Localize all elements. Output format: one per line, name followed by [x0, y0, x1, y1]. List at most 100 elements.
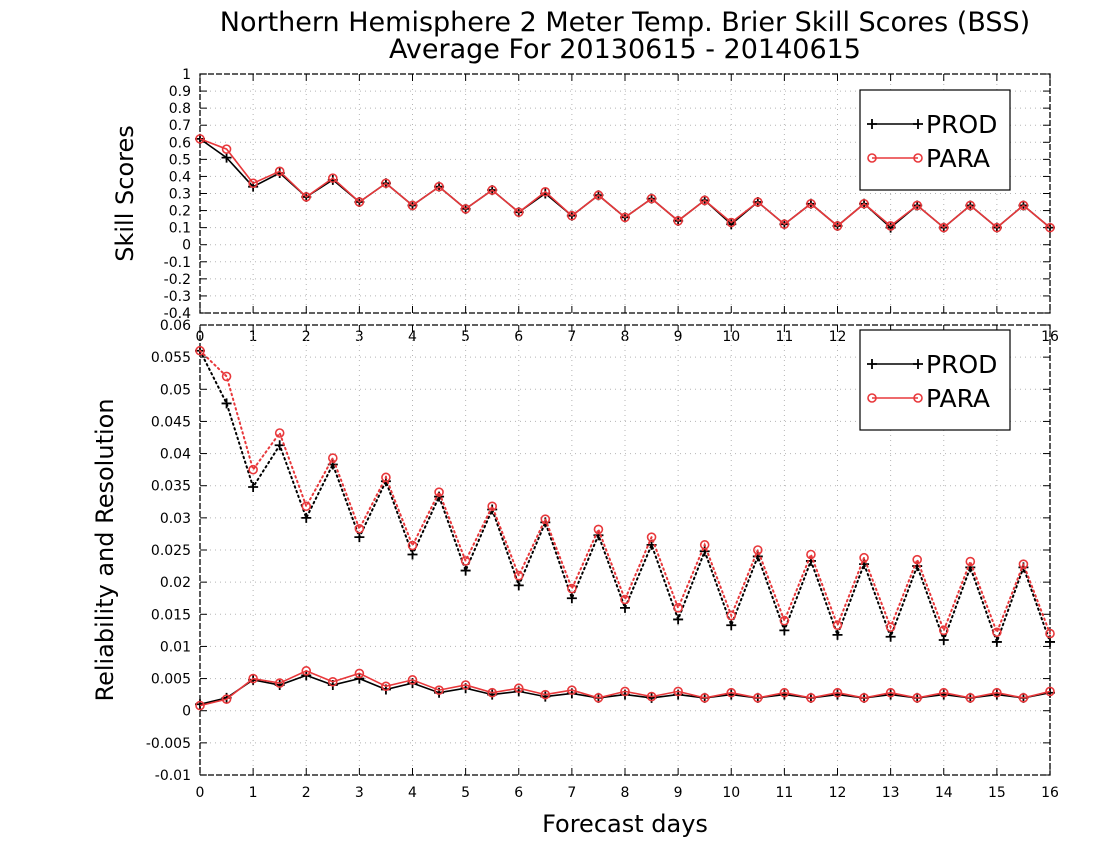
legend-label-prod: PROD [926, 110, 997, 139]
point-prod-dotted [460, 565, 471, 576]
x-tick-label: 0 [196, 785, 205, 801]
x-tick-label: 7 [567, 329, 576, 345]
point-para-dotted [513, 570, 524, 581]
y-axis-label: Reliability and Resolution [91, 398, 119, 701]
point-para-solid [328, 676, 338, 687]
point-para-solid [434, 685, 444, 695]
point-para-dotted [912, 554, 922, 565]
point-para-solid [726, 687, 737, 698]
point-para-solid [248, 673, 258, 684]
y-tick-label: -0.01 [155, 768, 191, 784]
point-para-solid [885, 687, 896, 698]
point-para-solid [540, 689, 551, 700]
x-tick-label: 10 [722, 785, 740, 801]
x-tick-label: 9 [674, 785, 683, 801]
point-prod-solid [221, 152, 232, 163]
y-tick-label: 0.015 [151, 607, 191, 623]
y-tick-label: 0.4 [169, 169, 191, 185]
point-para-dotted [567, 583, 577, 594]
legend-marker-para [867, 393, 877, 403]
point-prod-dotted [248, 482, 259, 492]
point-para-solid [753, 693, 763, 703]
point-para-dotted [753, 545, 763, 555]
point-para-solid [460, 680, 471, 690]
x-tick-label: 4 [408, 329, 417, 345]
point-para-solid [912, 693, 922, 703]
point-para-solid [620, 686, 630, 697]
point-para-dotted [301, 501, 312, 512]
point-para-dotted [938, 625, 949, 636]
point-para-solid [646, 691, 657, 702]
point-para-solid [779, 219, 790, 230]
skill-scores-panel: -0.4-0.3-0.2-0.100.10.20.30.40.50.60.70.… [111, 67, 1059, 345]
y-tick-label: 0.2 [169, 204, 191, 220]
point-para-dotted [1045, 628, 1055, 639]
point-prod-dotted [726, 620, 737, 631]
point-para-solid [221, 694, 232, 704]
x-tick-label: 6 [514, 785, 523, 801]
point-para-dotted [620, 594, 630, 605]
x-axis-label: Forecast days [542, 810, 708, 838]
point-para-dotted [328, 453, 338, 463]
y-tick-label: 0.8 [169, 101, 191, 117]
point-para-dotted [726, 610, 737, 621]
y-tick-label: -0.1 [164, 255, 191, 271]
point-para-solid [381, 178, 391, 189]
point-prod-dotted [938, 635, 949, 645]
reliability-resolution-panel: -0.01 -0.005 0 0.005 0.01 0.015 0.02 0.025 0.03 0… [91, 318, 1059, 801]
y-tick-label: 0.06 [160, 318, 191, 334]
point-para-solid [593, 190, 604, 201]
y-tick-label: 1 [182, 67, 191, 83]
point-para-dotted [381, 472, 391, 483]
y-tick-label: 0 [182, 238, 191, 254]
series-line-para-solid [199, 138, 1051, 229]
point-prod-dotted [407, 549, 418, 560]
point-para-solid [938, 687, 949, 698]
point-para-solid [992, 222, 1002, 233]
point-para-solid [806, 198, 816, 209]
x-tick-label: 9 [674, 329, 683, 345]
point-para-solid [859, 198, 869, 209]
x-tick-label: 7 [567, 785, 576, 801]
point-para-solid [460, 204, 471, 214]
point-para-solid [301, 192, 312, 202]
point-para-solid [567, 685, 577, 695]
legend-marker-prod [867, 359, 877, 369]
x-tick-label: 12 [829, 329, 847, 345]
legend: PROD PARA [859, 89, 1011, 191]
point-para-dotted [434, 487, 444, 497]
point-para-dotted [832, 620, 843, 631]
y-axis-label: Skill Scores [111, 125, 139, 262]
y-tick-label: 0.055 [151, 350, 191, 366]
point-para-solid [965, 693, 976, 703]
point-para-solid [1018, 200, 1029, 211]
point-para-solid [301, 666, 312, 676]
x-tick-label: 5 [461, 785, 470, 801]
y-tick-label: 0.01 [160, 639, 191, 655]
legend-marker-para [867, 153, 877, 163]
point-para-solid [487, 687, 497, 698]
y-tick-label: 0.04 [160, 447, 191, 463]
y-tick-label: -0.005 [146, 736, 191, 752]
point-para-solid [195, 700, 205, 711]
legend-label-para: PARA [926, 144, 990, 173]
legend-label-para: PARA [926, 384, 990, 413]
point-para-solid [434, 181, 444, 192]
y-tick-label: 0.035 [151, 479, 191, 495]
x-tick-label: 12 [829, 785, 847, 801]
point-prod-dotted [885, 631, 896, 642]
point-para-dotted [460, 556, 471, 566]
point-para-solid [1045, 686, 1055, 697]
point-prod-dotted [513, 580, 524, 591]
point-prod-dotted [221, 398, 232, 409]
x-tick-label: 11 [775, 785, 793, 801]
point-para-dotted [1018, 559, 1029, 569]
x-tick-label: 2 [302, 785, 311, 801]
y-tick-label: 0.05 [160, 382, 191, 398]
point-para-solid [699, 693, 710, 703]
point-para-solid [248, 178, 258, 189]
x-tick-label: 5 [461, 329, 470, 345]
legend-marker-para [913, 393, 923, 403]
point-para-solid [779, 687, 790, 698]
